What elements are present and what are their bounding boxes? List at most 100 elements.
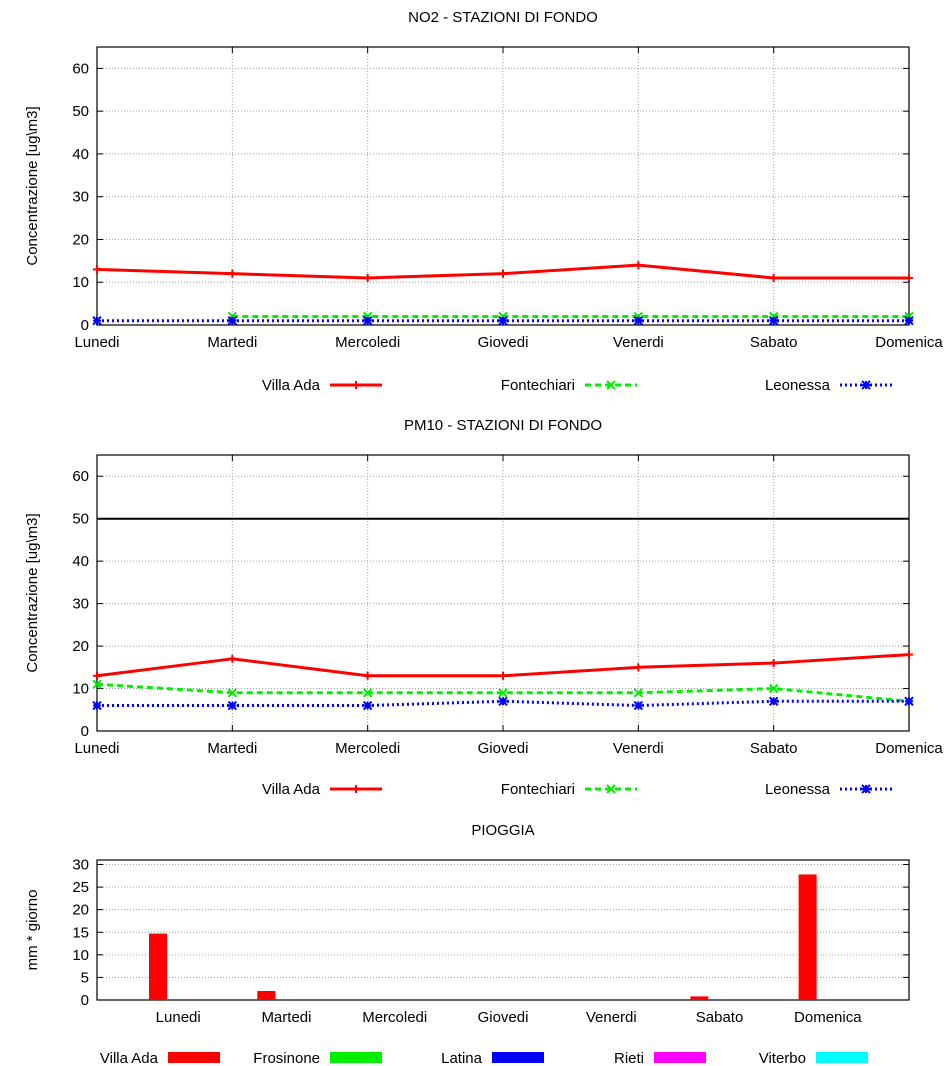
data-point-d2 bbox=[92, 316, 102, 326]
plot-frame bbox=[96, 454, 910, 732]
x-tick-label: Venerdi bbox=[586, 1009, 637, 1026]
data-point-d2 bbox=[768, 683, 779, 694]
y-tick-label: 30 bbox=[72, 596, 89, 613]
data-point bbox=[363, 671, 372, 680]
y-tick-label: 10 bbox=[72, 681, 89, 698]
legend-marker bbox=[606, 784, 616, 794]
data-point bbox=[499, 671, 507, 680]
data-point bbox=[498, 688, 508, 698]
series-fontechiari bbox=[227, 311, 914, 322]
data-point bbox=[228, 654, 237, 663]
y-tick-label: 20 bbox=[72, 231, 89, 248]
data-point-d2 bbox=[904, 316, 914, 326]
data-point-d2 bbox=[362, 700, 373, 711]
data-point bbox=[227, 688, 238, 698]
legend-label: Fontechiari bbox=[501, 377, 575, 394]
series-fontechiari bbox=[92, 679, 914, 706]
plot-frame bbox=[96, 859, 910, 1001]
legend-label: Villa Ada bbox=[100, 1050, 159, 1066]
series-leonessa bbox=[92, 696, 914, 711]
x-tick-label: Domenica bbox=[875, 740, 943, 757]
x-tick-label: Martedi bbox=[207, 740, 257, 757]
x-tick-label: Sabato bbox=[750, 740, 798, 757]
data-point bbox=[768, 696, 779, 706]
data-point-d2 bbox=[227, 316, 238, 326]
bar bbox=[149, 933, 167, 1000]
data-point-d2 bbox=[92, 679, 102, 689]
legend-marker-d2 bbox=[606, 784, 616, 794]
data-point bbox=[227, 700, 238, 711]
x-tick-label: Mercoledi bbox=[362, 1009, 427, 1026]
x-tick-label: Sabato bbox=[750, 334, 798, 351]
legend-label: Villa Ada bbox=[262, 377, 321, 394]
data-point bbox=[499, 269, 507, 278]
data-point-d2 bbox=[633, 700, 644, 711]
y-tick-label: 30 bbox=[72, 189, 89, 206]
data-point-d2 bbox=[227, 700, 238, 711]
x-tick-label: Mercoledi bbox=[335, 740, 400, 757]
bar-chart-3: PIOGGIA mm * giorno 0 5 10 15 20 25 30 Lunedi Mart… bbox=[24, 822, 910, 1066]
data-point bbox=[93, 265, 101, 274]
data-point bbox=[904, 696, 914, 706]
data-point bbox=[633, 316, 644, 326]
x-tick-label: Domenica bbox=[794, 1009, 862, 1026]
y-tick-label: 25 bbox=[72, 879, 89, 896]
data-point-d2 bbox=[768, 696, 779, 706]
legend-label: Rieti bbox=[614, 1050, 644, 1066]
chart-title: NO2 - STAZIONI DI FONDO bbox=[408, 9, 598, 26]
y-tick-label: 0 bbox=[81, 992, 89, 1009]
y-tick-label: 0 bbox=[81, 723, 89, 740]
data-point bbox=[905, 273, 913, 282]
data-point-d2 bbox=[768, 316, 779, 326]
legend-swatch bbox=[330, 1052, 382, 1063]
data-point-d2 bbox=[498, 688, 508, 698]
legend-swatch bbox=[816, 1052, 868, 1063]
line-chart-2: PM10 - STAZIONI DI FONDO Concentrazione [… bbox=[24, 417, 943, 798]
data-point-d2 bbox=[498, 696, 508, 706]
x-tick-label: Giovedi bbox=[478, 1009, 529, 1026]
y-tick-label: 10 bbox=[72, 947, 89, 964]
data-point-d2 bbox=[633, 316, 644, 326]
series-villa-ada bbox=[93, 261, 913, 282]
y-tick-label: 60 bbox=[72, 468, 89, 485]
x-tick-label: Venerdi bbox=[613, 334, 664, 351]
data-point-d2 bbox=[362, 688, 373, 698]
series-leonessa bbox=[92, 316, 914, 326]
data-point bbox=[498, 696, 508, 706]
y-tick-label: 50 bbox=[72, 511, 89, 528]
legend-swatch bbox=[168, 1052, 220, 1063]
legend-marker-d2 bbox=[861, 380, 871, 390]
data-point bbox=[92, 316, 102, 326]
data-point bbox=[904, 316, 914, 326]
data-point bbox=[905, 650, 913, 659]
data-point bbox=[634, 261, 643, 270]
y-tick-label: 15 bbox=[72, 924, 89, 941]
x-tick-label: Giovedi bbox=[478, 334, 529, 351]
legend-marker bbox=[606, 380, 616, 390]
y-tick-label: 30 bbox=[72, 857, 89, 874]
x-tick-label: Venerdi bbox=[613, 740, 664, 757]
legend-label: Latina bbox=[441, 1050, 483, 1066]
data-point-d2 bbox=[92, 700, 102, 711]
x-tick-label: Mercoledi bbox=[335, 334, 400, 351]
legend-label: Fontechiari bbox=[501, 781, 575, 798]
legend-label: Leonessa bbox=[765, 377, 831, 394]
x-tick-label: Martedi bbox=[261, 1009, 311, 1026]
x-tick-label: Lunedi bbox=[156, 1009, 201, 1026]
legend-label: Leonessa bbox=[765, 781, 831, 798]
data-point bbox=[362, 316, 373, 326]
data-point bbox=[498, 316, 508, 326]
legend-marker bbox=[861, 380, 871, 390]
x-tick-label: Lunedi bbox=[74, 334, 119, 351]
legend-marker bbox=[352, 381, 360, 389]
data-point bbox=[768, 316, 779, 326]
data-point bbox=[228, 269, 237, 278]
y-tick-label: 10 bbox=[72, 274, 89, 291]
data-point bbox=[93, 671, 101, 680]
line-chart-1: NO2 - STAZIONI DI FONDO Concentrazione [u… bbox=[24, 9, 943, 394]
y-tick-label: 60 bbox=[72, 60, 89, 77]
y-tick-label: 5 bbox=[81, 969, 89, 986]
y-tick-label: 20 bbox=[72, 902, 89, 919]
legend-label: Frosinone bbox=[253, 1050, 320, 1066]
data-point-d2 bbox=[904, 696, 914, 706]
